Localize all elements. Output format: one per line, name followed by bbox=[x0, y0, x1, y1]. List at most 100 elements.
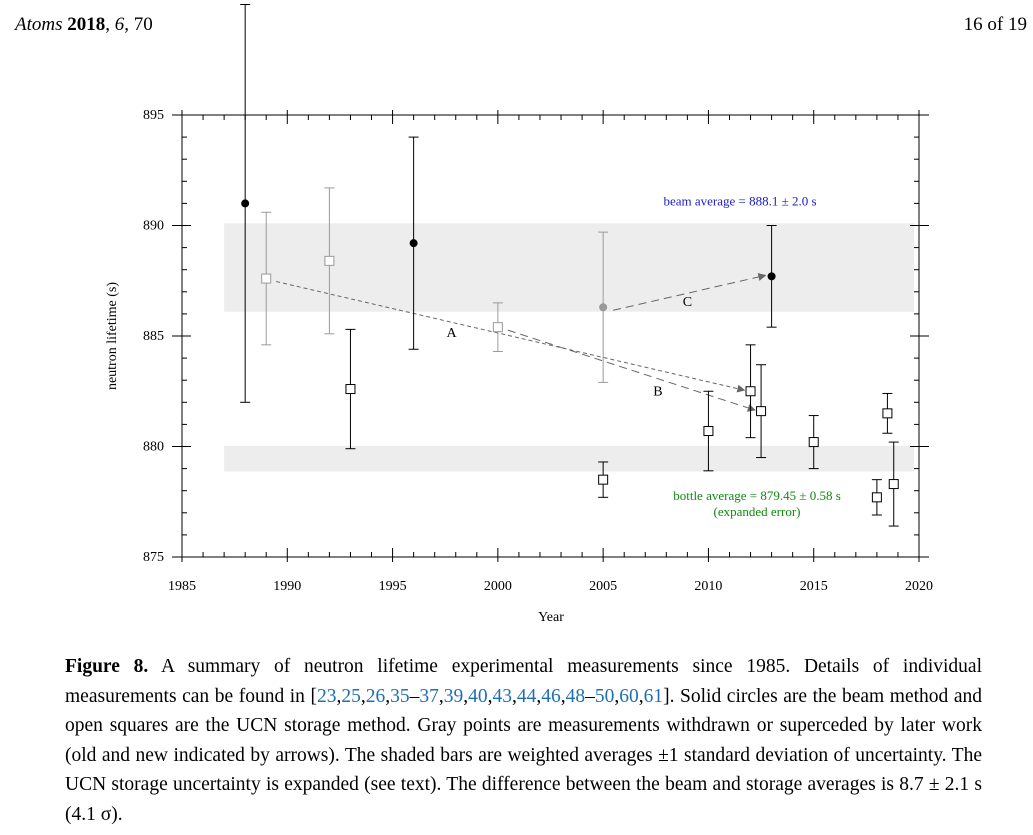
citation-list: 23,25,26,35–37,39,40,43,44,46,48–50,60,6… bbox=[317, 686, 663, 707]
point-marker bbox=[324, 255, 335, 266]
point-marker bbox=[598, 474, 609, 485]
y-axis-label: neutron lifetime (s) bbox=[105, 282, 120, 390]
citation-link[interactable]: 60 bbox=[619, 685, 639, 707]
point-marker bbox=[599, 303, 608, 312]
citation-link[interactable]: 61 bbox=[643, 685, 664, 707]
beam-average-label: beam average = 888.1 ± 2.0 s bbox=[663, 193, 816, 208]
beam-point bbox=[598, 231, 609, 383]
point-marker bbox=[703, 426, 714, 437]
citation-link[interactable]: 40 bbox=[468, 685, 488, 707]
storage-point bbox=[703, 390, 714, 472]
citation-separator: , bbox=[336, 685, 342, 707]
beam-average-band bbox=[224, 223, 915, 312]
x-tick-label: 1990 bbox=[273, 579, 301, 594]
axis-ticks: 1985 1990 1995 2000 2005 2010 2015 2020 875 880 88… bbox=[143, 108, 933, 594]
citation-separator: , bbox=[560, 685, 566, 707]
point-marker bbox=[492, 322, 503, 333]
storage-point bbox=[756, 364, 767, 459]
point-marker bbox=[756, 406, 767, 417]
y-tick-label: 895 bbox=[143, 108, 164, 123]
x-tick-label: 2005 bbox=[589, 579, 617, 594]
y-tick-label: 875 bbox=[143, 550, 164, 565]
bottle-average-sublabel: (expanded error) bbox=[714, 504, 801, 519]
citation-link[interactable]: 37 bbox=[419, 685, 439, 707]
citation-link[interactable]: 50 bbox=[594, 685, 615, 707]
arrow-label-b: B bbox=[653, 385, 662, 400]
arrow-label-c: C bbox=[683, 295, 692, 310]
citation-separator: , bbox=[360, 685, 366, 707]
point-marker bbox=[767, 272, 776, 281]
point-marker bbox=[871, 492, 882, 503]
y-tick-label: 890 bbox=[143, 219, 164, 234]
journal-year: 2018 bbox=[67, 14, 106, 35]
figure-caption: Figure 8. A summary of neutron lifetime … bbox=[65, 652, 982, 829]
y-tick-label: 885 bbox=[143, 329, 164, 344]
point-marker bbox=[888, 479, 899, 490]
storage-point bbox=[745, 344, 756, 439]
x-axis-label: Year bbox=[538, 610, 564, 625]
storage-point bbox=[888, 441, 899, 527]
article-number: 70 bbox=[133, 14, 153, 35]
storage-point bbox=[808, 415, 819, 470]
x-tick-label: 2010 bbox=[694, 579, 722, 594]
x-tick-label: 2000 bbox=[484, 579, 512, 594]
citation-link[interactable]: 44 bbox=[516, 685, 537, 707]
citation-separator: , bbox=[385, 685, 391, 707]
caption-text-start: A summary of neutron lifetime experiment… bbox=[65, 656, 982, 707]
page-number: 16 of 19 bbox=[963, 14, 1027, 35]
arrow-label-a: A bbox=[446, 326, 457, 341]
citation-link[interactable]: 43 bbox=[492, 685, 512, 707]
journal-name: Atoms bbox=[15, 14, 63, 35]
citation-link[interactable]: 48 bbox=[565, 685, 586, 707]
citation-range-dash: – bbox=[585, 685, 595, 707]
point-marker bbox=[745, 386, 756, 397]
journal-volume: 6 bbox=[114, 14, 125, 35]
beam-point bbox=[766, 225, 777, 328]
arrow-b bbox=[507, 329, 756, 412]
point-marker bbox=[409, 239, 418, 248]
citation-separator: , bbox=[638, 685, 644, 707]
citation-separator: , bbox=[487, 685, 493, 707]
point-marker bbox=[261, 273, 272, 284]
beam-point bbox=[240, 4, 251, 403]
storage-point bbox=[492, 302, 503, 352]
figure-label: Figure 8. bbox=[65, 656, 149, 677]
bottle-average-band bbox=[224, 445, 915, 472]
point-marker bbox=[808, 437, 819, 448]
caption-text-end: ]. Solid circles are the beam method and… bbox=[65, 685, 982, 825]
storage-point bbox=[598, 461, 609, 498]
citation-separator: , bbox=[438, 685, 444, 707]
bottle-average-label: bottle average = 879.45 ± 0.58 s bbox=[673, 488, 841, 503]
x-tick-label: 2015 bbox=[800, 579, 828, 594]
annotation-arrows: A B C bbox=[276, 273, 767, 412]
citation-link[interactable]: 35 bbox=[390, 685, 410, 707]
storage-point bbox=[345, 328, 356, 450]
data-points bbox=[240, 4, 899, 527]
point-marker bbox=[882, 408, 893, 419]
x-tick-label: 1985 bbox=[168, 579, 196, 594]
citation-range-dash: – bbox=[409, 685, 420, 707]
arrow-c bbox=[613, 273, 767, 311]
citation-link[interactable]: 46 bbox=[541, 685, 561, 707]
x-tick-label: 2020 bbox=[905, 579, 933, 594]
citation-separator: , bbox=[536, 685, 542, 707]
point-marker bbox=[345, 384, 356, 395]
beam-point bbox=[408, 136, 419, 350]
lifetime-chart: 1985 1990 1995 2000 2005 2010 2015 2020 875 880 88… bbox=[105, 4, 933, 625]
average-bands bbox=[224, 223, 915, 472]
citation-separator: , bbox=[614, 685, 620, 707]
citation-separator: , bbox=[511, 685, 517, 707]
citation-link[interactable]: 23 bbox=[316, 685, 337, 707]
y-tick-label: 880 bbox=[143, 440, 164, 455]
arrow-a bbox=[276, 281, 746, 393]
running-header: Atoms 2018, 6, 70 bbox=[15, 14, 153, 35]
storage-point bbox=[871, 479, 882, 516]
citation-link[interactable]: 39 bbox=[443, 685, 464, 707]
storage-point bbox=[261, 211, 272, 346]
storage-point bbox=[324, 187, 335, 335]
citation-link[interactable]: 25 bbox=[341, 685, 361, 707]
citation-separator: , bbox=[463, 685, 469, 707]
point-marker bbox=[241, 199, 250, 208]
citation-link[interactable]: 26 bbox=[365, 685, 386, 707]
x-tick-label: 1995 bbox=[379, 579, 407, 594]
